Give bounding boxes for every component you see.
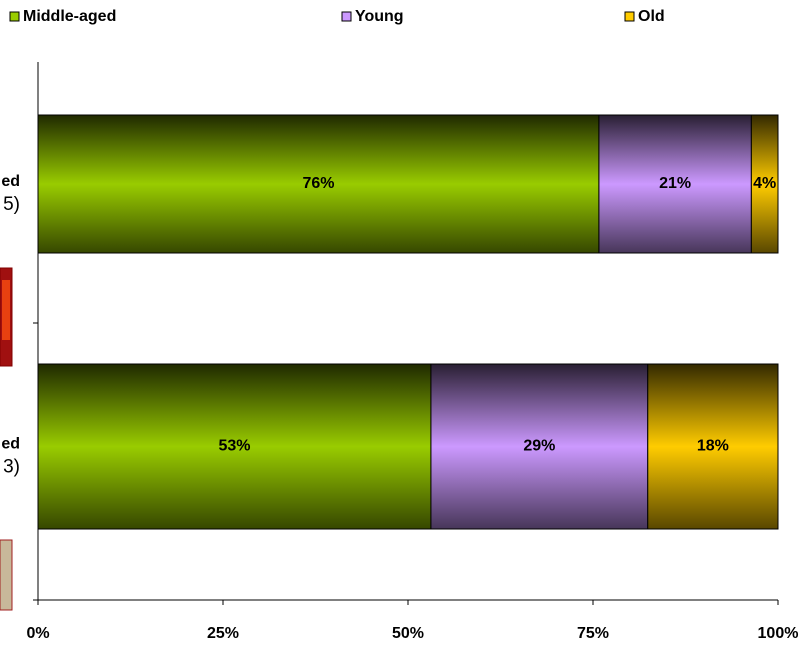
data-label: 29%: [523, 438, 555, 455]
data-label: 76%: [302, 175, 334, 192]
category-label: ed: [1, 436, 20, 453]
legend-swatch: [341, 11, 352, 22]
x-tick-label: 0%: [26, 625, 49, 642]
bar-segment: [37, 114, 600, 254]
bar-segment: [647, 363, 779, 530]
legend-label: Young: [355, 8, 404, 25]
legend-swatch: [624, 11, 635, 22]
data-label: 18%: [697, 438, 729, 455]
legend-swatch: [9, 11, 20, 22]
bar-segment: [37, 363, 432, 530]
category-label: ed: [1, 173, 20, 190]
category-label: 5): [3, 194, 20, 215]
bar-segment: [750, 114, 779, 254]
category-label: 3): [3, 457, 20, 478]
thumbnail-detail: [2, 280, 10, 340]
thumbnail-image: [0, 539, 13, 611]
data-label: 4%: [753, 175, 776, 192]
x-tick-label: 25%: [207, 625, 239, 642]
data-label: 21%: [659, 175, 691, 192]
legend-label: Middle-aged: [23, 8, 116, 25]
bar-segment: [430, 363, 649, 530]
x-tick-label: 75%: [577, 625, 609, 642]
bar-segment: [598, 114, 752, 254]
x-tick-label: 50%: [392, 625, 424, 642]
data-label: 53%: [218, 438, 250, 455]
x-tick-label: 100%: [758, 625, 799, 642]
legend-label: Old: [638, 8, 665, 25]
